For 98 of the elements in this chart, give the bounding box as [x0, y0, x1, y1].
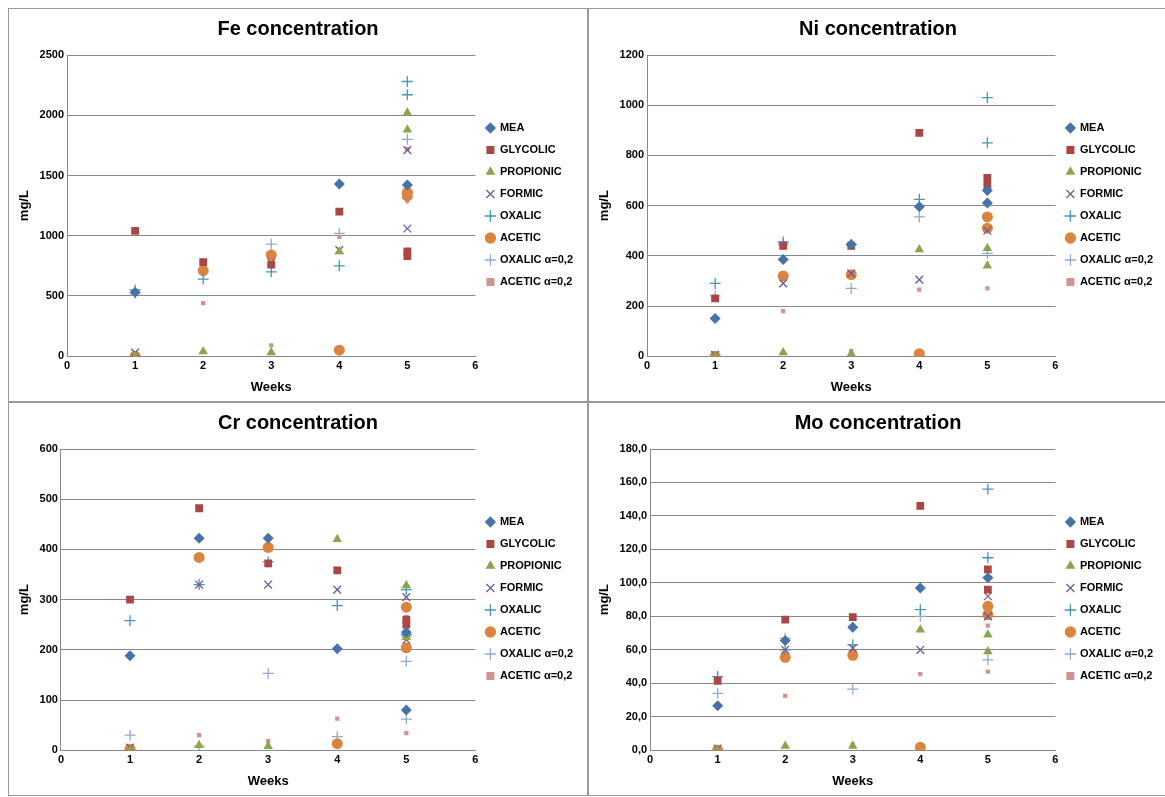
- x-tick-label: 1: [132, 358, 139, 371]
- chart-title: Ni concentration: [799, 16, 957, 39]
- y-tick-label: 1000: [39, 228, 65, 241]
- y-tick-label: 400: [39, 542, 58, 555]
- y-tick-label: 80,0: [625, 609, 648, 622]
- legend-label: OXALIC: [1079, 209, 1122, 222]
- y-tick-label: 100,0: [619, 575, 648, 588]
- x-tick-label: 1: [714, 752, 721, 765]
- chart-title: Mo concentration: [794, 410, 962, 433]
- legend-label: PROPIONIC: [499, 559, 562, 572]
- legend-label: OXALIC α=0,2: [1079, 647, 1153, 660]
- y-axis-title: mg/L: [16, 190, 32, 222]
- x-tick-label: 6: [472, 358, 479, 371]
- legend-label: ACETIC α=0,2: [1079, 275, 1153, 288]
- legend-label: OXALIC: [499, 603, 542, 616]
- y-tick-label: 120,0: [619, 542, 648, 555]
- legend-label: OXALIC α=0,2: [499, 647, 573, 660]
- x-tick-label: 3: [849, 752, 856, 765]
- y-tick-label: 2000: [39, 108, 65, 121]
- legend-label: ACETIC α=0,2: [1079, 669, 1153, 682]
- x-tick-label: 5: [404, 358, 411, 371]
- y-axis-title: mg/L: [596, 190, 612, 222]
- x-tick-label: 4: [336, 358, 344, 371]
- legend-label: ACETIC: [1079, 625, 1121, 638]
- x-tick-label: 5: [984, 752, 991, 765]
- legend-label: MEA: [1079, 121, 1105, 134]
- y-tick-label: 20,0: [625, 709, 648, 722]
- legend-label: OXALIC: [1079, 603, 1122, 616]
- legend-label: MEA: [1079, 515, 1105, 528]
- legend-label: ACETIC: [499, 231, 541, 244]
- x-tick-label: 2: [780, 358, 787, 371]
- legend-label: PROPIONIC: [1079, 559, 1142, 572]
- y-axis-title: mg/L: [16, 584, 32, 616]
- y-tick-label: 200: [625, 299, 645, 312]
- y-tick-label: 1000: [619, 98, 645, 111]
- x-tick-label: 5: [403, 752, 410, 765]
- x-tick-label: 1: [126, 752, 134, 765]
- y-tick-label: 800: [625, 148, 645, 161]
- legend-label: FORMIC: [1079, 581, 1124, 594]
- y-tick-label: 0,0: [631, 743, 648, 756]
- x-tick-label: 4: [917, 752, 925, 765]
- x-axis-title: Weeks: [832, 772, 874, 788]
- y-tick-label: 400: [625, 248, 645, 261]
- x-tick-label: 3: [265, 752, 272, 765]
- y-axis-title: mg/L: [596, 584, 612, 616]
- y-tick-label: 1500: [39, 168, 65, 181]
- y-tick-label: 180,0: [619, 442, 648, 455]
- x-axis-title: Weeks: [830, 378, 872, 394]
- y-tick-label: 60,0: [625, 642, 648, 655]
- y-tick-label: 2500: [39, 48, 65, 61]
- x-tick-label: 5: [984, 358, 991, 371]
- y-tick-label: 0: [57, 349, 65, 362]
- legend-label: ACETIC: [499, 625, 541, 638]
- legend-label: GLYCOLIC: [1079, 143, 1136, 156]
- x-axis-title: Weeks: [247, 772, 289, 788]
- x-tick-label: 3: [848, 358, 855, 371]
- y-tick-label: 300: [39, 592, 58, 605]
- legend-label: ACETIC α=0,2: [499, 669, 573, 682]
- y-tick-label: 500: [39, 492, 58, 505]
- y-tick-label: 0: [637, 349, 645, 362]
- legend-label: OXALIC α=0,2: [1079, 253, 1153, 266]
- x-tick-label: 6: [472, 752, 479, 765]
- y-tick-label: 160,0: [619, 475, 648, 488]
- y-tick-label: 140,0: [619, 508, 648, 521]
- x-tick-label: 2: [196, 752, 203, 765]
- y-tick-label: 100: [39, 693, 58, 706]
- y-tick-label: 0: [51, 743, 58, 756]
- legend-label: PROPIONIC: [499, 165, 562, 178]
- legend-label: ACETIC: [1079, 231, 1121, 244]
- legend-label: PROPIONIC: [1079, 165, 1142, 178]
- y-tick-label: 1200: [619, 48, 645, 61]
- x-tick-label: 2: [200, 358, 207, 371]
- legend-label: GLYCOLIC: [499, 143, 556, 156]
- x-tick-label: 1: [712, 358, 719, 371]
- legend-label: MEA: [499, 515, 525, 528]
- legend-label: MEA: [499, 121, 525, 134]
- legend-label: GLYCOLIC: [1079, 537, 1136, 550]
- chart-title: Fe concentration: [217, 16, 379, 39]
- legend-label: FORMIC: [1079, 187, 1124, 200]
- legend-label: FORMIC: [499, 581, 544, 594]
- x-tick-label: 6: [1052, 752, 1059, 765]
- x-tick-label: 2: [782, 752, 789, 765]
- y-tick-label: 600: [39, 442, 58, 455]
- x-tick-label: 3: [268, 358, 275, 371]
- legend-label: FORMIC: [499, 187, 544, 200]
- x-tick-label: 4: [916, 358, 924, 371]
- legend-label: GLYCOLIC: [499, 537, 556, 550]
- legend-label: OXALIC α=0,2: [499, 253, 573, 266]
- x-axis-title: Weeks: [250, 378, 292, 394]
- legend-label: ACETIC α=0,2: [499, 275, 573, 288]
- chart-title: Cr concentration: [217, 410, 379, 433]
- y-tick-label: 500: [45, 288, 65, 301]
- x-tick-label: 4: [334, 752, 342, 765]
- y-tick-label: 600: [625, 198, 645, 211]
- legend-label: OXALIC: [499, 209, 542, 222]
- y-tick-label: 40,0: [625, 676, 648, 689]
- y-tick-label: 200: [39, 642, 58, 655]
- x-tick-label: 6: [1052, 358, 1059, 371]
